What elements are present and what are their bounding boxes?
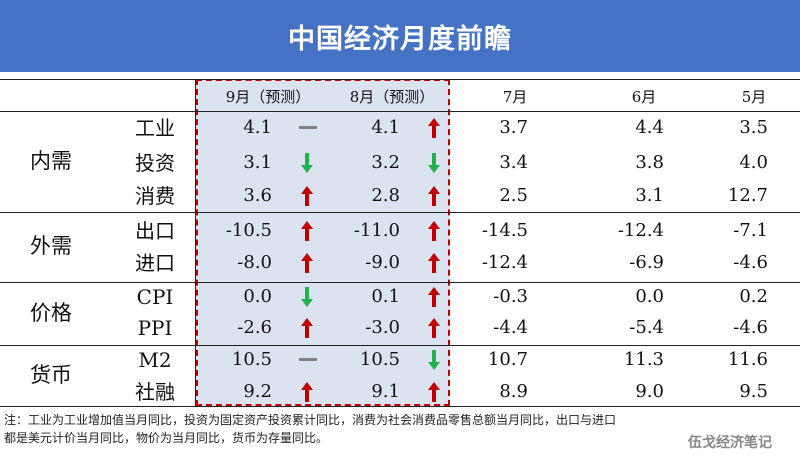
page-title: 中国经济月度前瞻 xyxy=(288,23,512,55)
value-cell: 0.0 xyxy=(243,286,272,307)
row-label: 社融 xyxy=(135,380,175,404)
value-cell: 9.1 xyxy=(371,381,400,402)
value-cell: -4.6 xyxy=(733,317,768,338)
row-label: M2 xyxy=(138,348,172,372)
up-arrow-icon xyxy=(424,286,444,308)
value-cell: -2.6 xyxy=(237,317,272,338)
category-label: 外需 xyxy=(30,234,72,258)
value-cell: 2.8 xyxy=(371,185,400,206)
value-cell: 12.7 xyxy=(727,185,768,206)
forecast-highlight-box xyxy=(196,79,450,406)
value-cell: 4.4 xyxy=(635,117,664,138)
table-rule-1 xyxy=(0,111,800,112)
value-cell: 3.1 xyxy=(635,185,664,206)
value-cell: 9.5 xyxy=(739,381,768,402)
column-header: 9月（预测） xyxy=(225,88,311,106)
value-cell: -4.6 xyxy=(733,252,768,273)
column-header: 6月 xyxy=(631,88,657,106)
footnote-line-1: 注：工业为工业增加值当月同比，投资为固定资产投资累计同比，消费为社会消费品零售总… xyxy=(4,413,617,427)
value-cell: -0.3 xyxy=(493,286,528,307)
value-cell: 10.5 xyxy=(231,349,272,370)
title-banner: 中国经济月度前瞻 xyxy=(0,0,800,72)
table-rule-2 xyxy=(0,212,800,213)
up-arrow-icon xyxy=(297,220,317,242)
up-arrow-icon xyxy=(424,381,444,403)
watermark: 伍戈经济笔记 xyxy=(688,435,772,451)
value-cell: -9.0 xyxy=(365,252,400,273)
table-rule-5 xyxy=(0,406,800,407)
value-cell: 0.0 xyxy=(635,286,664,307)
value-cell: -10.5 xyxy=(225,220,272,241)
value-cell: -14.5 xyxy=(481,220,528,241)
row-label: 工业 xyxy=(135,116,175,140)
value-cell: 11.3 xyxy=(623,349,664,370)
value-cell: 11.6 xyxy=(727,349,768,370)
up-arrow-icon xyxy=(297,317,317,339)
row-label: 出口 xyxy=(135,219,175,243)
down-arrow-icon xyxy=(297,152,317,174)
value-cell: 8.9 xyxy=(499,381,528,402)
category-label: 内需 xyxy=(30,148,72,173)
category-label: 价格 xyxy=(30,300,72,325)
label-divider xyxy=(195,79,196,406)
category-label: 货币 xyxy=(30,362,72,387)
column-header: 5月 xyxy=(741,88,767,106)
flat-dash-icon xyxy=(297,117,317,139)
row-label: 投资 xyxy=(135,151,175,175)
table-rule-4 xyxy=(0,345,800,346)
value-cell: 3.7 xyxy=(499,117,528,138)
column-header: 8月（预测） xyxy=(349,88,435,106)
value-cell: -11.0 xyxy=(353,220,400,241)
value-cell: 2.5 xyxy=(499,185,528,206)
value-cell: -4.4 xyxy=(493,317,528,338)
value-cell: 3.4 xyxy=(499,152,528,173)
value-cell: 0.2 xyxy=(739,286,768,307)
value-cell: 3.5 xyxy=(739,117,768,138)
row-label: PPI xyxy=(137,316,173,340)
row-label: CPI xyxy=(136,285,174,309)
footnote: 注：工业为工业增加值当月同比，投资为固定资产投资累计同比，消费为社会消费品零售总… xyxy=(4,411,616,447)
table-rule-3 xyxy=(0,282,800,283)
value-cell: 3.2 xyxy=(371,152,400,173)
value-cell: 4.1 xyxy=(243,117,272,138)
up-arrow-icon xyxy=(297,185,317,207)
column-header: 7月 xyxy=(502,88,528,106)
value-cell: 3.6 xyxy=(243,185,272,206)
footnote-line-2: 都是美元计价当月同比，物价为当月同比，货币为存量同比。 xyxy=(4,431,329,445)
up-arrow-icon xyxy=(424,117,444,139)
row-label: 进口 xyxy=(135,251,175,275)
up-arrow-icon xyxy=(424,317,444,339)
up-arrow-icon xyxy=(297,381,317,403)
up-arrow-icon xyxy=(424,185,444,207)
value-cell: 10.5 xyxy=(359,349,400,370)
value-cell: 4.0 xyxy=(739,152,768,173)
up-arrow-icon xyxy=(424,220,444,242)
value-cell: -8.0 xyxy=(237,252,272,273)
value-cell: 0.1 xyxy=(371,286,400,307)
down-arrow-icon xyxy=(424,152,444,174)
value-cell: -7.1 xyxy=(733,220,768,241)
flat-dash-icon xyxy=(297,349,317,371)
value-cell: -12.4 xyxy=(481,252,528,273)
value-cell: 9.0 xyxy=(635,381,664,402)
value-cell: -6.9 xyxy=(629,252,664,273)
value-cell: 4.1 xyxy=(371,117,400,138)
row-label: 消费 xyxy=(135,184,175,208)
value-cell: -3.0 xyxy=(365,317,400,338)
value-cell: 9.2 xyxy=(243,381,272,402)
up-arrow-icon xyxy=(424,252,444,274)
table-rule-0 xyxy=(0,79,800,80)
up-arrow-icon xyxy=(297,252,317,274)
value-cell: 10.7 xyxy=(487,349,528,370)
down-arrow-icon xyxy=(424,349,444,371)
value-cell: -5.4 xyxy=(629,317,664,338)
value-cell: 3.8 xyxy=(635,152,664,173)
value-cell: 3.1 xyxy=(243,152,272,173)
down-arrow-icon xyxy=(297,286,317,308)
value-cell: -12.4 xyxy=(617,220,664,241)
